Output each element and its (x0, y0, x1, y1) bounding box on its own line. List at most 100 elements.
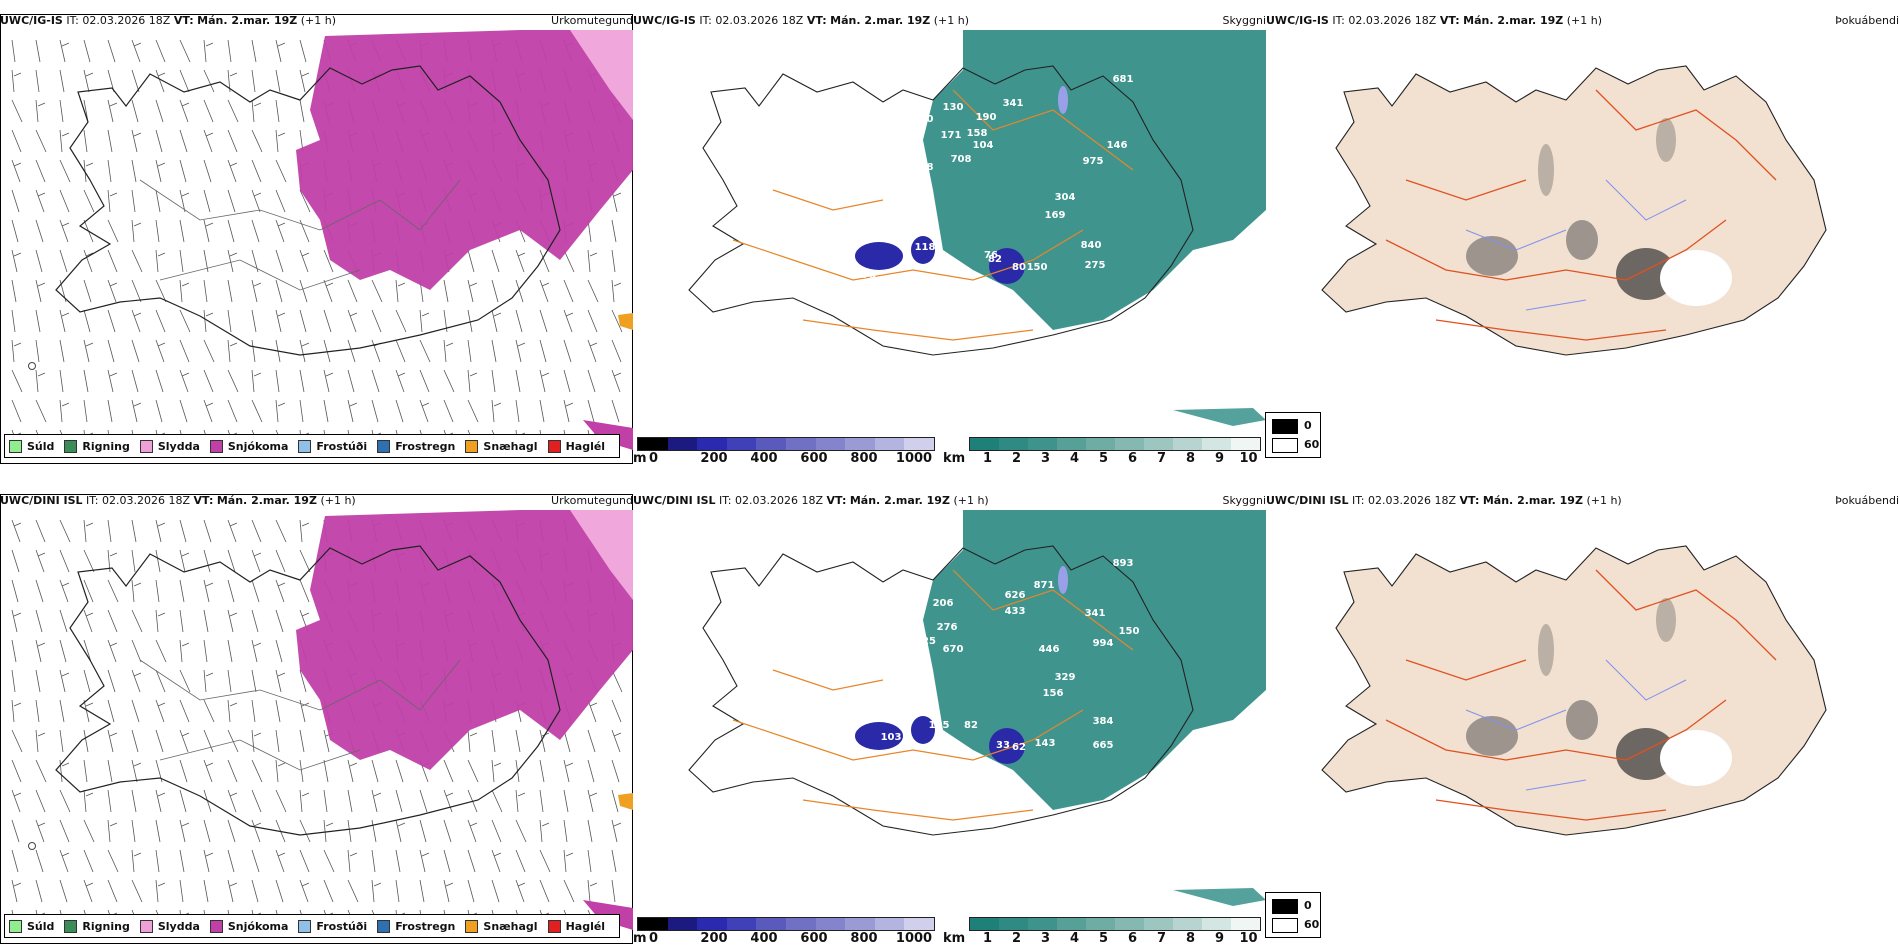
coastline (55, 65, 561, 356)
cloud-base-label: 341 (1085, 608, 1106, 619)
legend-swatch (9, 919, 22, 933)
low-visibility-area (923, 30, 1266, 330)
coastline (688, 65, 1194, 356)
visibility-tick: 3 (1040, 451, 1051, 466)
road-network (732, 89, 1134, 341)
cloud-visibility-panel: UWC/IG-IS IT: 02.03.2026 18Z VT: Mán. 2.… (633, 0, 1321, 470)
valid-label: VT: (1439, 14, 1460, 27)
snow-area (296, 510, 633, 770)
cloud-base-label: 433 (1005, 606, 1026, 617)
legend-label: Snæhagl (483, 919, 538, 933)
lead-time: (+1 h) (1566, 14, 1603, 27)
legend-item: Snæhagl (465, 439, 538, 453)
lead-time: (+1 h) (933, 14, 970, 27)
valid-time: Mán. 2.mar. 19Z (1463, 14, 1564, 27)
low-cloud-area (989, 728, 1025, 764)
cloud-base-label: 276 (937, 622, 958, 633)
init-time: 02.03.2026 18Z (82, 14, 171, 27)
legend-swatch (139, 439, 153, 453)
cloud-base-label: 275 (1085, 260, 1106, 271)
fog-patch (1466, 716, 1518, 756)
fog-patch (1538, 144, 1554, 196)
land-area (1321, 545, 1827, 836)
visibility-tick: 1 (982, 931, 993, 946)
fog-tick-high: 60 (1304, 438, 1320, 451)
init-time: 02.03.2026 18Z (735, 494, 824, 507)
fog-patch (1656, 598, 1676, 642)
cloud-base-label: 102 (893, 380, 914, 391)
legend-label: Frostúði (316, 919, 368, 933)
visibility-tick: 2 (1011, 451, 1022, 466)
legend-swatch (139, 919, 153, 933)
valid-label: VT: (173, 14, 194, 27)
cloud-base-label: 82 (988, 254, 1002, 265)
cloud-base-label: 171 (941, 130, 962, 141)
legend-item: Snæhagl (465, 919, 538, 933)
visibility-tick: 4 (1069, 931, 1080, 946)
low-cloud-area (911, 236, 935, 264)
legend-swatch (209, 919, 223, 933)
cloud-base-tick: 800 (850, 931, 878, 946)
fog-legend: 0 60 (1265, 892, 1321, 938)
low-cloud-area (989, 248, 1025, 284)
visibility-tick: 3 (1040, 931, 1051, 946)
cloud-base-label: 18 (916, 868, 930, 879)
init-label: IT: (86, 494, 99, 507)
cloud-base-tick: 400 (750, 931, 778, 946)
legend-label: Snæhagl (483, 439, 538, 453)
legend-swatch (298, 919, 312, 933)
cloud-base-unit: m (633, 451, 647, 466)
fog-panel: UWC/IG-IS IT: 02.03.2026 18Z VT: Mán. 2.… (1266, 0, 1899, 470)
model-name: UWC/IG-IS (633, 14, 696, 27)
fog-tick-high: 60 (1304, 918, 1320, 931)
legend-item: Súld (9, 439, 54, 453)
cloud-base-tick: 600 (800, 451, 828, 466)
valid-label: VT: (826, 494, 847, 507)
legend-label: Haglél (565, 919, 606, 933)
legend-item: Frostregn (377, 439, 455, 453)
model-name: UWC/DINI ISL (1266, 494, 1349, 507)
valid-time: Mán. 2.mar. 19Z (1482, 494, 1583, 507)
fog-patch (1566, 700, 1598, 740)
visibility-tick: 2 (1011, 931, 1022, 946)
legend-swatch (209, 439, 223, 453)
cloud-base-label: 108 (913, 162, 934, 173)
legend-item: Snjókoma (209, 439, 288, 453)
cloud-base-label: 146 (1107, 140, 1128, 151)
legend-label: Frostregn (395, 919, 456, 933)
cloud-base-label: 130 (943, 102, 964, 113)
lead-time: (+1 h) (300, 14, 337, 27)
precip-type-panel: UWC/IG-IS IT: 02.03.2026 18Z VT: Mán. 2.… (0, 0, 633, 470)
cloud-base-label: 156 (1043, 688, 1064, 699)
visibility-tick: 8 (1185, 931, 1196, 946)
snow-pellet-area (618, 793, 633, 810)
legend-item: Haglél (547, 919, 606, 933)
cloud-base-label: 76 (984, 250, 998, 261)
cloud-base-tick: 1000 (895, 931, 933, 946)
panel-header: UWC/DINI ISL IT: 02.03.2026 18Z VT: Mán.… (1266, 494, 1899, 507)
visibility-tick: 6 (1127, 931, 1138, 946)
clear-patch (1660, 250, 1732, 306)
fog-patch (1656, 118, 1676, 162)
visibility-colorbar (969, 917, 1261, 931)
fog-tick-low: 0 (1304, 419, 1312, 432)
precip-type-title: Úrkomutegund (551, 494, 633, 507)
cloud-base-label: 150 (1119, 626, 1140, 637)
model-name: UWC/IG-IS (0, 14, 63, 27)
lead-time: (+1 h) (320, 494, 356, 507)
precip-legend: Súld Rigning Slydda Snjókoma Frostúði Fr… (4, 914, 621, 938)
fog-title: Þokuábendi (1835, 14, 1899, 27)
coastline (688, 545, 1194, 836)
visibility-tick: 10 (1239, 931, 1258, 946)
legend-label: Rigning (82, 919, 130, 933)
coastline (55, 545, 561, 836)
visibility-tick: 9 (1214, 931, 1225, 946)
cloud-base-label: 994 (1093, 638, 1114, 649)
legend-swatch (547, 439, 561, 453)
clear-patch (1660, 730, 1732, 786)
valid-time: Mán. 2.mar. 19Z (216, 494, 317, 507)
visibility-tick: 8 (1185, 451, 1196, 466)
legend-label: Frostúði (316, 439, 368, 453)
visibility-tick: 5 (1098, 451, 1109, 466)
